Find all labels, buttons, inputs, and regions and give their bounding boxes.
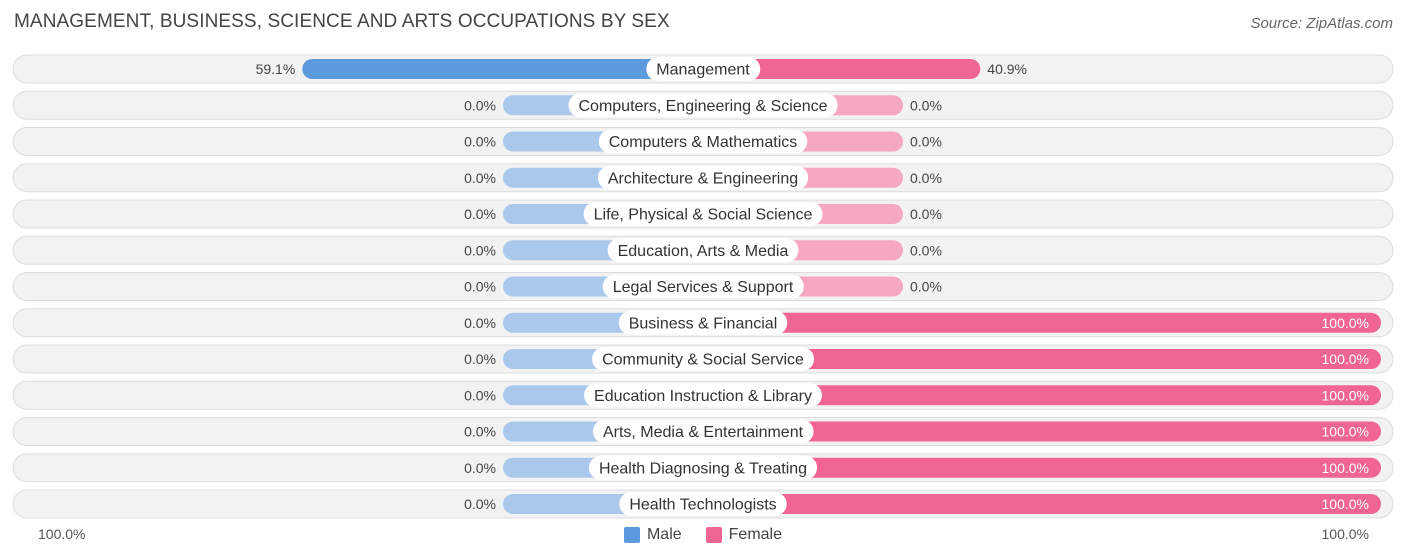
male-value-label: 0.0% [464,279,496,295]
category-label-pill [598,129,808,154]
category-label: Computers, Engineering & Science [578,98,827,115]
category-label: Architecture & Engineering [608,170,798,187]
female-bar [703,494,1381,514]
category-label: Education Instruction & Library [594,388,812,405]
category-label-pill [592,347,815,371]
category-label: Health Diagnosing & Treating [599,460,807,477]
female-bar [703,312,1381,333]
axis-left-label: 100.0% [38,526,86,542]
category-label: Legal Services & Support [613,279,794,296]
legend-item-male: Male [623,526,682,544]
male-value-label: 0.0% [464,170,496,186]
category-label-pill [597,165,809,190]
male-value-label: 0.0% [464,460,496,476]
male-value-label: 59.1% [256,61,296,77]
female-value-label: 100.0% [1322,315,1369,331]
chart-area: Management 59.1% 40.9% Computers, Engineeri… [12,54,1394,519]
category-label: Business & Financial [629,315,778,332]
male-bar [302,59,703,79]
male-value-label: 0.0% [464,315,496,331]
male-value-label: 0.0% [464,496,496,512]
male-value-label: 0.0% [464,206,496,222]
female-value-label: 100.0% [1322,496,1369,512]
female-value-label: 100.0% [1322,387,1369,403]
category-label: Computers & Mathematics [609,134,798,151]
legend-item-female: Female [705,526,783,544]
source-label: Source: ZipAtlas.com [1250,15,1393,32]
legend-swatch-female [705,527,722,543]
category-label: Arts, Media & Entertainment [603,424,804,441]
category-label-pill [618,310,788,335]
male-value-label: 0.0% [464,351,496,367]
category-label-pill [583,202,823,226]
female-value-label: 0.0% [910,206,942,222]
category-label-pill [602,274,804,299]
category-label-pill [607,238,799,263]
category-label: Community & Social Service [602,352,804,369]
male-value-label: 0.0% [464,424,496,440]
category-label: Life, Physical & Social Science [594,207,813,224]
female-value-label: 100.0% [1322,460,1369,476]
category-label: Management [656,62,750,79]
category-label: Education, Arts & Media [618,243,789,260]
category-label-pill [592,419,814,444]
female-bar [703,457,1381,478]
female-bar [703,421,1381,442]
female-value-label: 0.0% [910,279,942,295]
legend-label-female: Female [728,526,783,543]
category-label-pill [568,93,838,118]
female-value-label: 100.0% [1322,351,1369,367]
male-value-label: 0.0% [464,242,496,258]
female-bar [703,59,981,79]
legend-swatch-male [623,527,640,543]
legend: Male Female [0,524,1406,546]
category-label-pill [619,492,787,516]
category-label-pill [584,383,822,408]
female-bar [703,385,1381,406]
female-value-label: 0.0% [910,242,942,258]
female-value-label: 0.0% [910,134,942,150]
female-value-label: 100.0% [1322,424,1369,440]
category-label-pill [646,57,761,81]
male-value-label: 0.0% [464,387,496,403]
legend-label-male: Male [646,526,682,543]
category-label: Health Technologists [629,497,776,514]
female-bar [703,349,1381,369]
chart-title: MANAGEMENT, BUSINESS, SCIENCE AND ARTS O… [14,11,670,32]
female-value-label: 0.0% [910,170,942,186]
male-value-label: 0.0% [464,97,496,113]
axis-right-label: 100.0% [1321,526,1369,542]
female-value-label: 0.0% [910,97,942,113]
category-label-pill [588,455,818,480]
male-value-label: 0.0% [464,134,496,150]
female-value-label: 40.9% [987,61,1027,77]
